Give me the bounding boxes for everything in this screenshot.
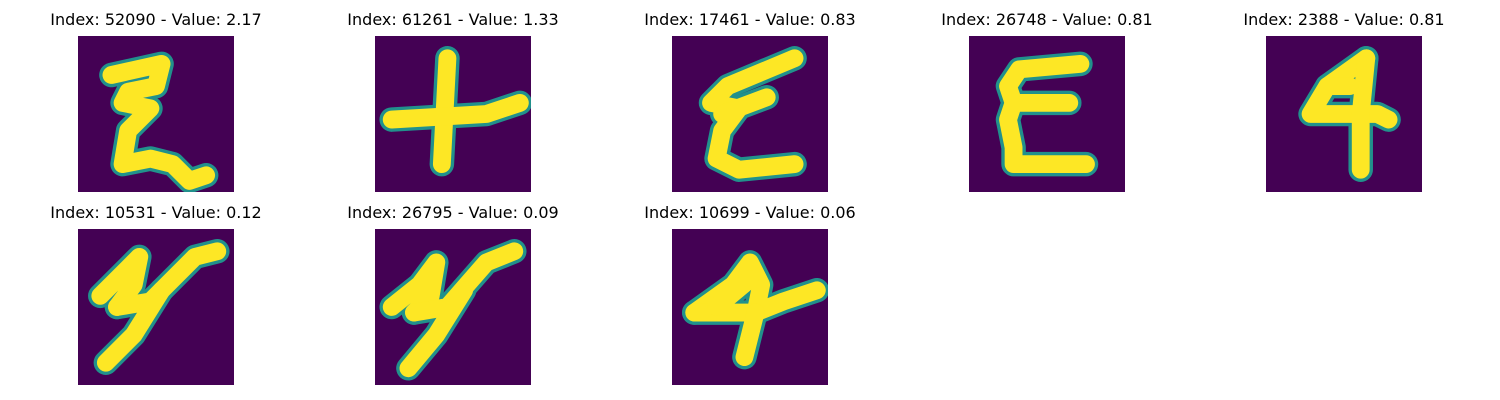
panel-title: Index: 10699 - Value: 0.06 (644, 203, 856, 222)
four-blob-stroke-icon (672, 229, 828, 385)
slanted-e-stroke-icon (672, 36, 828, 192)
y-stroke-icon (78, 229, 234, 385)
panel-6: Index: 10531 - Value: 0.12 (50, 193, 358, 385)
panel-1: Index: 52090 - Value: 2.17 (50, 0, 358, 192)
panel-7: Index: 26795 - Value: 0.09 (347, 193, 655, 385)
plus-stroke-icon (375, 36, 531, 192)
panel-title: Index: 26795 - Value: 0.09 (347, 203, 559, 222)
y-stroke-icon (375, 229, 531, 385)
panel-title: Index: 52090 - Value: 2.17 (50, 10, 262, 29)
panel-4: Index: 26748 - Value: 0.81 (941, 0, 1249, 192)
panel-3: Index: 17461 - Value: 0.83 (644, 0, 952, 192)
panel-2: Index: 61261 - Value: 1.33 (347, 0, 655, 192)
sigma-stroke-icon (78, 36, 234, 192)
four-stroke-icon (1266, 36, 1422, 192)
panel-5: Index: 2388 - Value: 0.81 (1243, 0, 1500, 192)
panel-title: Index: 17461 - Value: 0.83 (644, 10, 856, 29)
panel-title: Index: 61261 - Value: 1.33 (347, 10, 559, 29)
e-stroke-icon (969, 36, 1125, 192)
panel-title: Index: 2388 - Value: 0.81 (1243, 10, 1445, 29)
panel-title: Index: 10531 - Value: 0.12 (50, 203, 262, 222)
panel-title: Index: 26748 - Value: 0.81 (941, 10, 1153, 29)
panel-8: Index: 10699 - Value: 0.06 (644, 193, 952, 385)
